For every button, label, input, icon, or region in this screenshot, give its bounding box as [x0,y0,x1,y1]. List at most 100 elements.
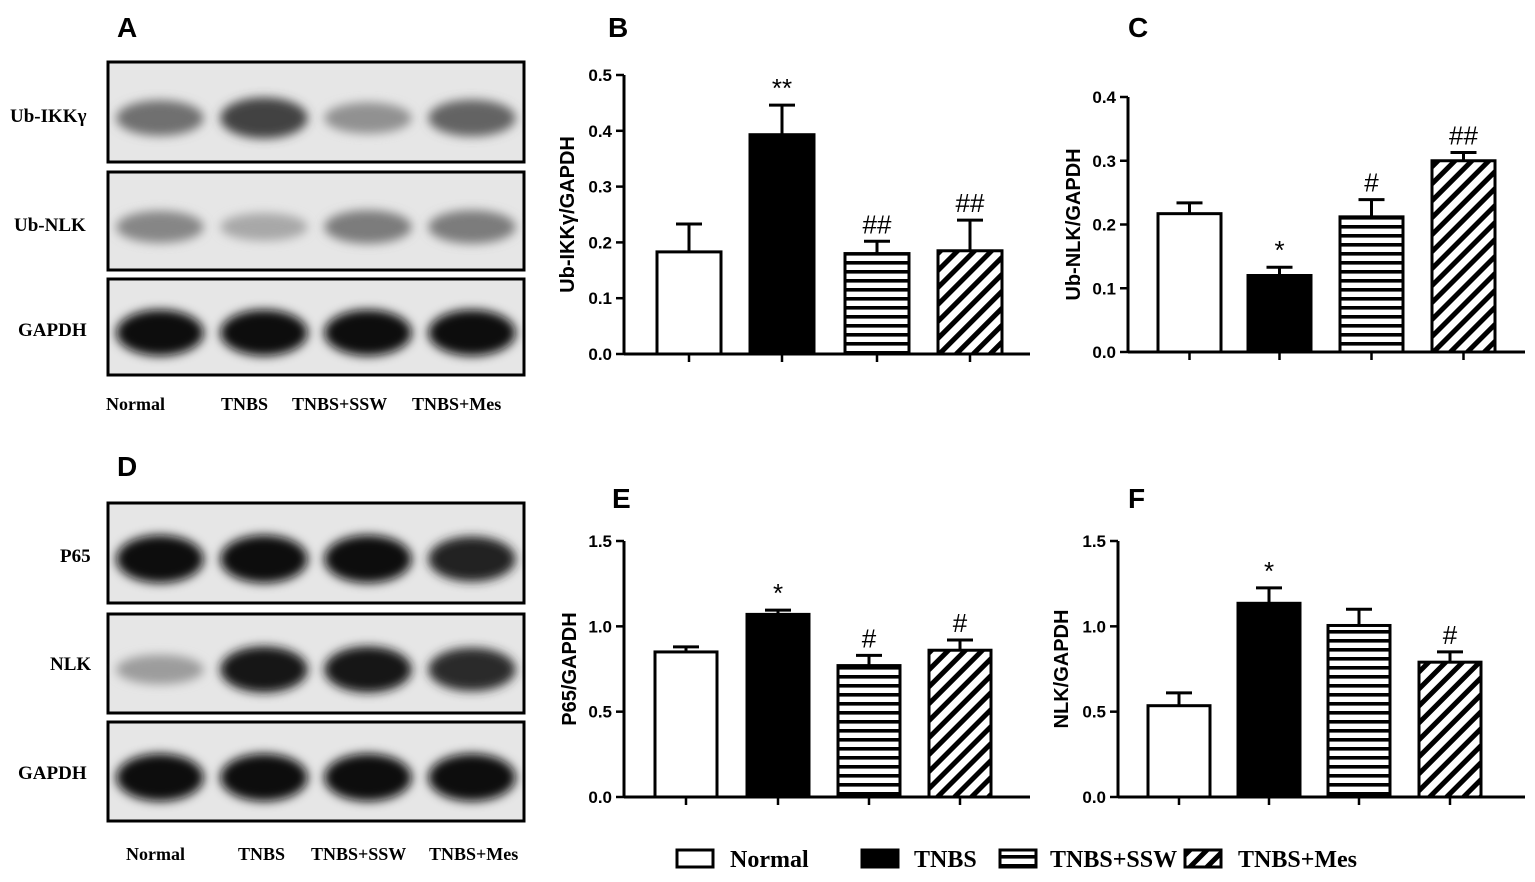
blot-band [116,753,204,802]
y-tick-label: 1.5 [1082,532,1106,551]
panel-letter-c: C [1128,12,1148,43]
bar-chart-panel-f: 0.0 0.5 1.0 1.5 NLK/GAPDH * # [1051,532,1525,807]
panel-letter-b: B [608,12,628,43]
western-blot-panel-a: Ub-IKKγ Ub-NLK GAPDH Normal TNBS TNBS+SS… [10,60,526,414]
blot-band [428,753,516,802]
bar-chart-panel-e: 0.0 0.5 1.0 1.5 P65/GAPDH * # # [559,532,1030,807]
blot-row-label: P65 [60,546,91,567]
blot-band [324,646,412,693]
y-tick-label: 1.0 [1082,617,1106,636]
panel-letter-f: F [1128,483,1145,514]
western-blot-panel-d: P65 NLK GAPDH Normal TNBS TNBS+SSW TNBS+… [18,501,526,864]
significance-marker: # [1364,168,1379,198]
significance-marker: * [1274,235,1284,265]
y-tick-label: 0.3 [1092,152,1116,171]
blot-lane-label: TNBS+Mes [429,844,518,864]
legend-label: Normal [730,847,809,873]
bar-chart-panel-b: 0.0 0.1 0.2 0.3 0.4 0.5 Ub-IKKγ/GAPDH ** ## ## [557,66,1030,364]
significance-marker: # [953,608,968,638]
bar-normal [653,650,719,799]
blot-band [428,309,516,356]
bar-tnbs-mes [936,249,1004,356]
blot-band [324,210,412,244]
legend-label: TNBS [914,847,977,873]
y-tick-label: 0.0 [588,345,612,364]
blot-lane-label: Normal [106,394,165,414]
significance-marker: ## [863,209,892,239]
bar-tnbs-ssw [1338,215,1405,354]
significance-marker: * [1264,556,1274,586]
blot-lane-label: TNBS+SSW [292,394,387,414]
y-tick-label: 0.2 [588,233,612,252]
blot-band [428,99,516,137]
y-tick-label: 1.5 [588,532,612,551]
y-tick-label: 0.2 [1092,216,1116,235]
legend-swatch-tnbs-ssw [998,848,1038,869]
y-tick-label: 1.0 [588,617,612,636]
bar-tnbs [745,612,811,799]
bar-normal [1156,212,1223,354]
significance-marker: # [862,623,877,653]
legend-label: TNBS+SSW [1050,847,1177,873]
blot-row-label: GAPDH [18,320,87,341]
blot-band [324,102,412,134]
legend-swatch-tnbs [860,848,900,869]
significance-marker: ## [956,188,985,218]
blot-lane-label: TNBS [221,394,268,414]
y-tick-label: 0.1 [1092,279,1116,298]
bar-tnbs-mes [927,648,993,799]
y-axis-title: NLK/GAPDH [1051,610,1073,729]
y-tick-label: 0.4 [1092,88,1116,107]
bar-normal [655,250,723,356]
blot-band [220,753,308,802]
legend-swatch-normal [675,848,715,869]
blot-band [220,309,308,356]
significance-marker: ## [1449,120,1478,150]
legend-swatch-tnbs-mes [1183,848,1223,869]
significance-marker: * [773,578,783,608]
bar-tnbs-ssw [843,252,911,356]
y-axis-title: P65/GAPDH [559,612,581,725]
bar-tnbs-ssw [1326,623,1392,799]
bar-tnbs [1236,601,1302,799]
blot-lane-label: TNBS+SSW [311,844,406,864]
significance-marker: # [1443,620,1458,650]
blot-band [324,309,412,356]
blot-band [220,646,308,693]
y-tick-label: 0.1 [588,289,612,308]
y-tick-label: 0.5 [588,66,612,85]
blot-band [428,210,516,244]
blot-lane-label: TNBS [238,844,285,864]
panel-letter-a: A [117,12,137,43]
blot-lane-label: TNBS+Mes [412,394,501,414]
blot-band [220,535,308,583]
blot-band [116,210,204,243]
blot-band [116,309,204,356]
bar-chart-panel-c: 0.00.10.20.30.4Ub-NLK/GAPDH *### [1063,88,1525,362]
y-tick-label: 0.4 [588,122,612,141]
chart-legend: Normal TNBS TNBS+SSW TNBS+Mes [675,847,1357,873]
y-tick-label: 0.0 [588,788,612,807]
bar-tnbs [1246,274,1313,354]
blot-band [324,535,412,583]
blot-row-label: GAPDH [18,763,87,784]
panel-letter-e: E [612,483,631,514]
y-tick-label: 0.5 [588,703,612,722]
bar-tnbs [748,133,816,356]
blot-band [116,654,204,685]
bar-tnbs-mes [1417,660,1483,799]
blot-band [116,535,204,583]
legend-label: TNBS+Mes [1238,847,1357,873]
blot-row-label: NLK [50,654,91,675]
blot-band [428,647,516,692]
blot-row-label: Ub-IKKγ [10,106,87,127]
y-tick-label: 0.3 [588,178,612,197]
y-tick-label: 0.0 [1082,788,1106,807]
y-tick-label: 0.0 [1092,343,1116,362]
blot-band [220,97,308,139]
bar-normal [1146,704,1212,799]
blot-lane-label: Normal [126,844,185,864]
y-tick-label: 0.5 [1082,703,1106,722]
panel-letter-d: D [117,451,137,482]
